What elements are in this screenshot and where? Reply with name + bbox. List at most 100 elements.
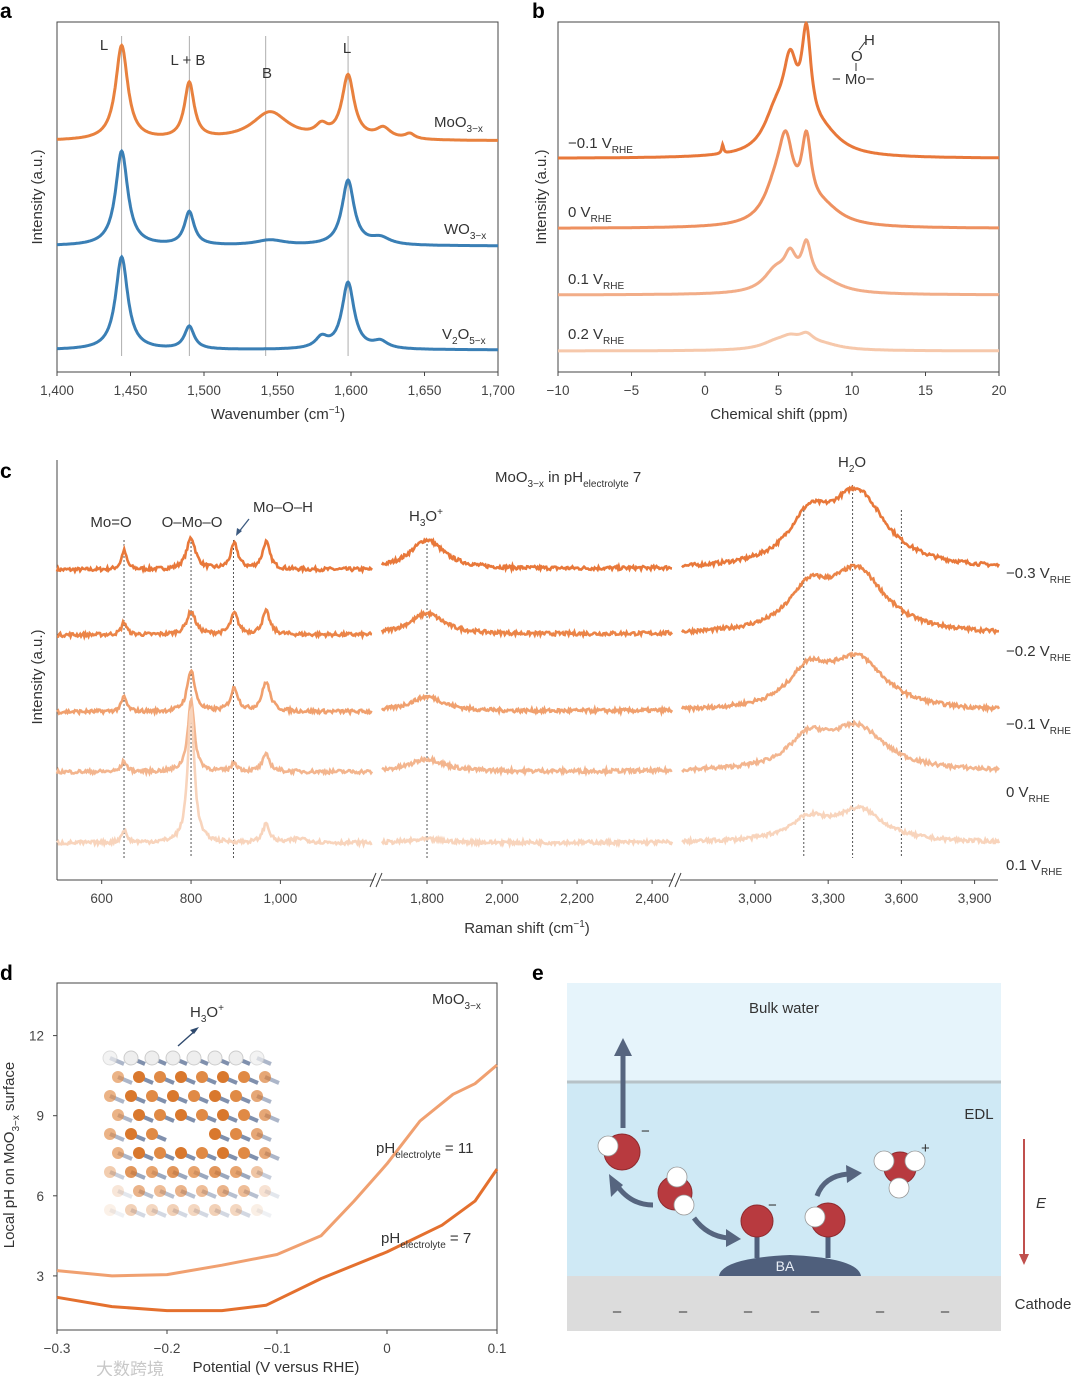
x-tick-label: 1,700 bbox=[481, 383, 515, 398]
crystal-bond bbox=[172, 1208, 188, 1218]
y-tick-label: 6 bbox=[36, 1189, 44, 1204]
series-line-0 V_RHE bbox=[55, 695, 374, 778]
oxygen-atom bbox=[146, 1166, 158, 1178]
annotation: MoO3−x bbox=[432, 991, 481, 1012]
peak-label: L bbox=[100, 37, 108, 54]
series-line--0.3 V_RHE bbox=[55, 535, 373, 575]
axis-break bbox=[369, 872, 682, 888]
hydrogen-atom bbox=[228, 1050, 244, 1066]
oxygen-atom bbox=[133, 1109, 145, 1121]
oxygen-atom bbox=[259, 1185, 271, 1197]
hydroxyl-structure-inset: H O − Mo− bbox=[832, 32, 875, 88]
x-tick-label: −0.3 bbox=[44, 1341, 71, 1356]
chart-title: MoO3−x in pHelectrolyte 7 bbox=[495, 469, 641, 490]
oxygen-atom bbox=[259, 1071, 271, 1083]
x-tick-label: 5 bbox=[775, 383, 783, 398]
y-tick-label: 9 bbox=[36, 1109, 44, 1124]
oxygen-atom bbox=[251, 1166, 263, 1178]
x-tick-label: 2,000 bbox=[485, 891, 519, 906]
x-tick-label: 1,400 bbox=[40, 383, 74, 398]
cathode-negative-charge: – bbox=[679, 1303, 688, 1320]
panel-a: 1,400 1,450 1,500 1,550 1,600 1,650 1,700 Inte… bbox=[29, 21, 515, 423]
oxygen-atom bbox=[217, 1147, 229, 1159]
adsorbed-water bbox=[804, 1202, 846, 1238]
oxygen-atom bbox=[209, 1090, 221, 1102]
bulk-water-region bbox=[567, 983, 1001, 1081]
oxygen-atom bbox=[125, 1128, 137, 1140]
crystal-bond bbox=[193, 1208, 209, 1218]
oxygen-atom bbox=[133, 1147, 145, 1159]
oxygen-atom bbox=[238, 1147, 250, 1159]
oxygen-atom bbox=[209, 1166, 221, 1178]
peak-label: L bbox=[343, 40, 351, 57]
watermark: 大数跨境 bbox=[96, 1360, 164, 1376]
oxygen-atom bbox=[217, 1071, 229, 1083]
oxygen-atom bbox=[217, 1185, 229, 1197]
crystal-structure-image bbox=[102, 1050, 280, 1218]
peak-label: O–Mo–O bbox=[162, 514, 223, 531]
oxygen-atom bbox=[238, 1185, 250, 1197]
panel-label-c: c bbox=[0, 460, 12, 483]
oxygen-atom bbox=[209, 1128, 221, 1140]
inset-mo: − Mo− bbox=[832, 71, 875, 88]
oxygen-atom bbox=[230, 1166, 242, 1178]
panel-label-d: d bbox=[0, 962, 13, 985]
edl-label: EDL bbox=[964, 1106, 993, 1123]
bond bbox=[858, 41, 866, 51]
oxygen-atom bbox=[230, 1128, 242, 1140]
hydrogen-atom bbox=[144, 1050, 160, 1066]
crystal-bond bbox=[130, 1208, 146, 1218]
crystal-bond bbox=[109, 1170, 125, 1180]
x-tick-label: 3,600 bbox=[884, 891, 918, 906]
oxygen-atom bbox=[217, 1109, 229, 1121]
x-tick-label: 10 bbox=[844, 383, 859, 398]
x-tick-label: 20 bbox=[991, 383, 1006, 398]
oxygen-atom bbox=[251, 1204, 263, 1216]
oxygen-atom bbox=[251, 1090, 263, 1102]
oxygen-atom bbox=[146, 1128, 158, 1140]
adsorbed-hydroxide bbox=[740, 1204, 774, 1238]
peak-label: B bbox=[262, 65, 272, 82]
panel-c: 600 800 1,000 1,800 2,000 2,200 2,400 3,000 3,30… bbox=[29, 454, 1071, 937]
oxygen-atom bbox=[133, 1185, 145, 1197]
oxygen-atom bbox=[238, 1071, 250, 1083]
series-line-pH_electrolyte = 7 bbox=[56, 1168, 499, 1313]
series-line-MoO3-x bbox=[57, 43, 498, 142]
series-line-0.2 V_RHE bbox=[558, 330, 999, 353]
hydrogen-atom bbox=[165, 1050, 181, 1066]
charge-minus: − bbox=[768, 1197, 777, 1214]
hydrogen-atom bbox=[873, 1150, 895, 1172]
panel-label-b: b bbox=[532, 0, 545, 23]
oxygen-atom bbox=[196, 1109, 208, 1121]
charge-minus: − bbox=[641, 1123, 650, 1140]
curved-arrow-icon bbox=[814, 1171, 849, 1197]
oxygen-atom bbox=[175, 1109, 187, 1121]
arrowhead-icon bbox=[236, 528, 242, 536]
hydronium-ion bbox=[873, 1150, 926, 1199]
series-line-0.1 V_RHE bbox=[558, 237, 1000, 297]
bulk-water-label: Bulk water bbox=[749, 1000, 819, 1017]
oxygen-atom bbox=[196, 1071, 208, 1083]
x-tick-label: 1,500 bbox=[187, 383, 221, 398]
oxygen-atom bbox=[251, 1128, 263, 1140]
hydrogen-atom bbox=[597, 1135, 619, 1157]
x-tick-label: 3,900 bbox=[958, 891, 992, 906]
hydrogen-atom bbox=[186, 1050, 202, 1066]
oxygen-atom bbox=[112, 1147, 124, 1159]
panel-d: −0.3 −0.2 −0.1 0 0.1 3 6 9 12 Local pH on MoO3−x… bbox=[1, 982, 506, 1376]
oxygen-atom bbox=[112, 1185, 124, 1197]
series-line-0.1 V_RHE bbox=[681, 803, 1001, 847]
oxygen-atom bbox=[740, 1204, 774, 1238]
oxygen-atom bbox=[175, 1071, 187, 1083]
oxygen-atom bbox=[104, 1128, 116, 1140]
inset-h: H bbox=[864, 32, 875, 49]
field-label: E bbox=[1036, 1195, 1047, 1212]
crystal-bond bbox=[109, 1208, 125, 1218]
oxygen-atom bbox=[259, 1109, 271, 1121]
oxygen-atom bbox=[188, 1166, 200, 1178]
arrowhead-icon bbox=[190, 1027, 199, 1034]
oxygen-atom bbox=[175, 1147, 187, 1159]
oxygen-atom bbox=[167, 1166, 179, 1178]
oxygen-atom bbox=[230, 1090, 242, 1102]
crystal-bond bbox=[214, 1208, 230, 1218]
